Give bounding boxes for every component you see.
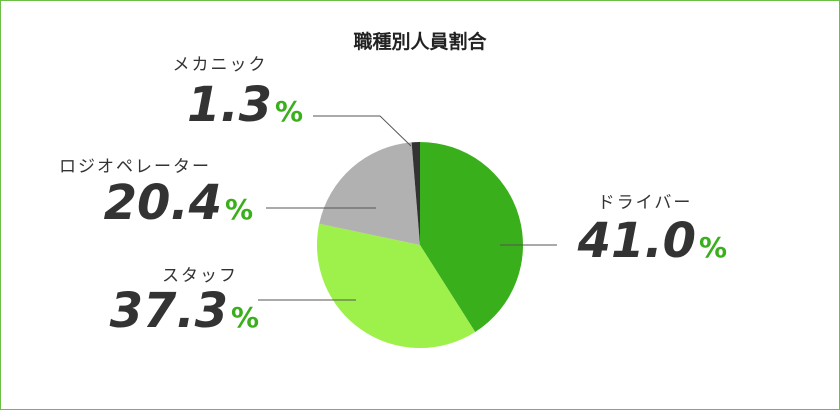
leader-line (313, 115, 412, 147)
pie-slice (317, 223, 476, 349)
category-label: ロジオペレーター (59, 157, 211, 177)
pie-slice (411, 142, 420, 245)
chart-title: 職種別人員割合 (353, 30, 487, 53)
category-label: メカニック (173, 55, 268, 75)
category-label: スタッフ (162, 266, 238, 286)
pie-slice (420, 142, 523, 332)
value-label: 1.3 (187, 77, 272, 133)
pie-slice (319, 142, 420, 245)
value-label: 37.3 (110, 283, 228, 339)
value-label: 20.4 (104, 175, 222, 231)
value-unit: % (275, 95, 303, 128)
value-label: 41.0 (577, 213, 696, 269)
category-label: ドライバー (598, 193, 693, 213)
value-unit: % (225, 193, 253, 226)
value-unit: % (231, 301, 259, 334)
value-unit: % (699, 231, 727, 264)
